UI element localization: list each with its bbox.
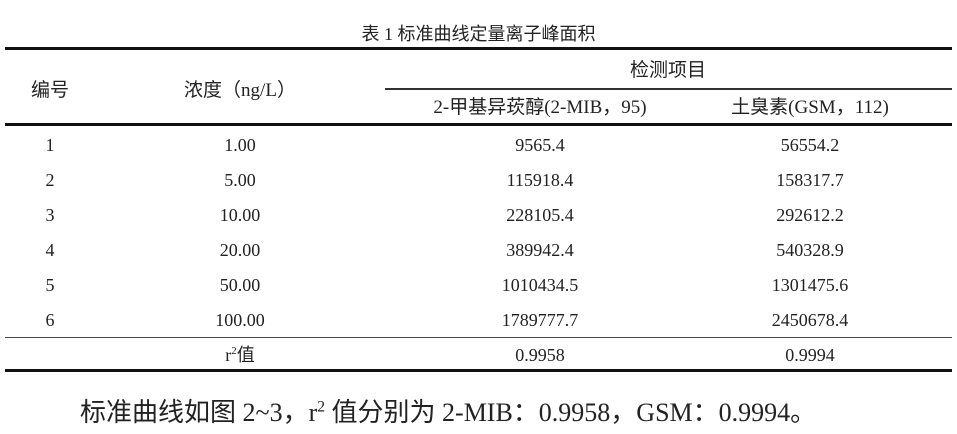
r2-label-r: r [225, 345, 232, 365]
r2-label-sup: 2 [231, 345, 237, 357]
table-cell-concentration: 20.00 [219, 240, 261, 260]
r2-gsm: 0.9994 [785, 345, 835, 365]
r2-mib: 0.9958 [515, 345, 565, 365]
table-cell-concentration: 10.00 [219, 205, 261, 225]
table-top-rule [5, 47, 952, 50]
table-cell-mib: 9565.4 [515, 135, 565, 155]
body-sentence: 标准曲线如图 2~3，r2 值分别为 2-MIB：0.9958，GSM：0.99… [80, 392, 816, 429]
header-mib: 2-甲基异莰醇(2-MIB，95) [433, 97, 647, 118]
table-cell-mib: 115918.4 [506, 170, 574, 190]
table-bottom-rule [5, 369, 952, 372]
table-cell-gsm: 1301475.6 [771, 275, 849, 295]
header-gsm: 土臭素(GSM，112) [731, 97, 889, 118]
table-cell-index: 1 [45, 135, 55, 155]
table-cell-index: 5 [45, 275, 55, 295]
r2-label-rest: 值 [236, 345, 255, 365]
r2-rule [5, 337, 952, 338]
table-cell-gsm: 56554.2 [780, 135, 840, 155]
table-cell-gsm: 540328.9 [776, 240, 844, 260]
table-cell-concentration: 50.00 [219, 275, 261, 295]
header-group: 检测项目 [629, 60, 707, 81]
table-cell-concentration: 100.00 [215, 310, 265, 330]
sentence-part2: 值分别为 2-MIB：0.9958，GSM：0.9994。 [325, 398, 817, 427]
table-cell-index: 6 [45, 310, 55, 330]
table-cell-gsm: 2450678.4 [771, 310, 849, 330]
table-cell-gsm: 158317.7 [776, 170, 844, 190]
table-title: 表 1 标准曲线定量离子峰面积 [361, 24, 596, 44]
table-cell-index: 3 [45, 205, 55, 225]
table-cell-index: 4 [45, 240, 55, 260]
table-cell-concentration: 5.00 [224, 170, 256, 190]
table-cell-index: 2 [45, 170, 55, 190]
sentence-sup: 2 [317, 398, 326, 416]
header-index: 编号 [30, 80, 70, 101]
header-concentration: 浓度（ng/L） [184, 80, 296, 101]
table-cell-mib: 1010434.5 [501, 275, 579, 295]
table-cell-gsm: 292612.2 [776, 205, 844, 225]
sentence-part1: 标准曲线如图 2~3，r [80, 398, 318, 427]
header-bottom-rule [5, 123, 952, 126]
table-cell-mib: 228105.4 [506, 205, 574, 225]
table-cell-mib: 1789777.7 [501, 310, 579, 330]
table-cell-mib: 389942.4 [506, 240, 574, 260]
header-subrule [385, 88, 952, 90]
table-cell-concentration: 1.00 [224, 135, 256, 155]
r2-label: r2值 [225, 344, 254, 366]
